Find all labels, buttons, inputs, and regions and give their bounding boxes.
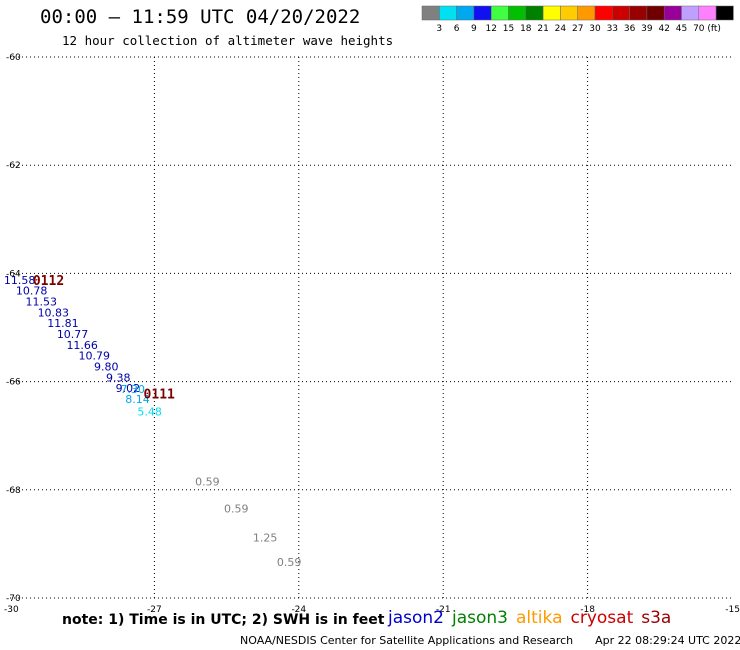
data-point: 10.83 bbox=[38, 306, 70, 319]
legend-swatch bbox=[681, 5, 700, 21]
y-tick-label: -64 bbox=[6, 269, 21, 279]
x-tick-label: -21 bbox=[436, 605, 451, 615]
y-tick-label: -62 bbox=[6, 161, 21, 171]
data-point: 11.81 bbox=[47, 317, 79, 330]
data-point: 1.25 bbox=[253, 531, 278, 544]
legend-swatch bbox=[577, 5, 596, 21]
legend-label: 39 bbox=[641, 24, 653, 34]
data-point: 0.59 bbox=[224, 503, 249, 516]
legend-swatch bbox=[560, 5, 578, 21]
legend-label: 3 bbox=[436, 24, 442, 34]
axis-tick-labels: -60 -62 -64 -66 -68 -70-30 -27 -24 -21 -18 -15 bbox=[4, 53, 740, 615]
legend-label: 27 bbox=[572, 24, 583, 34]
legend-swatch bbox=[421, 5, 440, 21]
data-point: 5.48 bbox=[137, 405, 162, 418]
data-point: 11.58 bbox=[4, 274, 36, 287]
legend-label: 12 bbox=[485, 24, 496, 34]
data-point: 9.38 bbox=[106, 371, 131, 384]
satellite-altika: altika bbox=[516, 608, 563, 628]
legend-swatch bbox=[525, 5, 544, 21]
cycle-labels: 0112 0111 bbox=[33, 274, 175, 403]
credit-line: NOAA/NESDIS Center for Satellite Applica… bbox=[240, 634, 740, 647]
data-point: 7.30 bbox=[120, 383, 145, 396]
x-tick-label: -30 bbox=[4, 605, 19, 615]
y-tick-label: -66 bbox=[6, 378, 21, 388]
color-legend: 3 6 9 12 15 18 21 24 27 30 33 36 39 42 45 70 (ft) bbox=[421, 5, 734, 34]
legend-label: 33 bbox=[607, 24, 618, 34]
legend-label: 21 bbox=[537, 24, 548, 34]
page-subtitle: 12 hour collection of altimeter wave hei… bbox=[62, 33, 394, 48]
legend-swatch bbox=[490, 5, 509, 21]
legend-label: 36 bbox=[624, 24, 636, 34]
data-point: 0.59 bbox=[195, 476, 220, 489]
satellite-cryosat: cryosat bbox=[570, 608, 634, 628]
data-points: 11.5810.7811.5310.8311.8110.7711.6610.79… bbox=[4, 274, 302, 569]
legend-swatch bbox=[456, 5, 475, 21]
legend-swatch bbox=[594, 5, 613, 21]
legend-label: 9 bbox=[471, 24, 477, 34]
legend-label: 15 bbox=[503, 24, 514, 34]
data-point: 0.59 bbox=[277, 556, 302, 569]
y-tick-label: -68 bbox=[6, 486, 21, 496]
legend-label: 6 bbox=[454, 24, 460, 34]
data-point: 11.66 bbox=[66, 339, 98, 352]
legend-swatch bbox=[663, 5, 682, 21]
data-point: 10.79 bbox=[78, 350, 110, 363]
footer-note: note: 1) Time is in UTC; 2) SWH is in fe… bbox=[62, 612, 385, 628]
y-tick-label: -60 bbox=[6, 53, 21, 63]
satellite-s3a: s3a bbox=[641, 608, 672, 628]
legend-label: 30 bbox=[589, 24, 601, 34]
legend-label: 42 bbox=[658, 24, 669, 34]
legend-label: 18 bbox=[520, 24, 532, 34]
legend-label: 45 bbox=[676, 24, 687, 34]
legend-swatch bbox=[439, 5, 457, 21]
x-tick-label: -27 bbox=[147, 605, 162, 615]
legend-swatch bbox=[629, 5, 648, 21]
y-tick-label: -70 bbox=[6, 594, 21, 604]
legend-label: 24 bbox=[555, 24, 567, 34]
legend-label: 70 bbox=[693, 24, 705, 34]
cycle-label: 0111 bbox=[144, 388, 175, 403]
data-point: 9.80 bbox=[94, 360, 119, 373]
legend-swatch bbox=[698, 5, 717, 21]
legend-unit: (ft) bbox=[707, 24, 721, 34]
legend-swatch bbox=[508, 5, 527, 21]
data-point: 9.02 bbox=[116, 382, 141, 395]
x-tick-label: -15 bbox=[725, 605, 740, 615]
data-point: 10.77 bbox=[57, 328, 89, 341]
data-point: 10.78 bbox=[16, 285, 48, 298]
data-point: 8.14 bbox=[125, 393, 150, 406]
legend-swatch bbox=[542, 5, 561, 21]
satellite-jason3: jason3 bbox=[452, 608, 508, 628]
legend-swatch bbox=[473, 5, 492, 21]
x-tick-label: -18 bbox=[580, 605, 595, 615]
data-point: 11.53 bbox=[26, 296, 58, 309]
legend-swatch bbox=[715, 5, 734, 21]
satellite-legend: jason2 jason3 altika cryosat s3a bbox=[388, 608, 679, 628]
page-title: 00:00 – 11:59 UTC 04/20/2022 bbox=[40, 6, 361, 28]
legend-swatch bbox=[646, 5, 665, 21]
grid-lines bbox=[10, 56, 732, 599]
credit-timestamp: Apr 22 08:29:24 UTC 2022 bbox=[595, 634, 740, 647]
credit-org: NOAA/NESDIS Center for Satellite Applica… bbox=[240, 634, 574, 647]
legend-swatch bbox=[612, 5, 630, 21]
satellite-jason2: jason2 bbox=[388, 608, 444, 628]
x-tick-label: -24 bbox=[291, 605, 306, 615]
cycle-label: 0112 bbox=[33, 274, 64, 289]
